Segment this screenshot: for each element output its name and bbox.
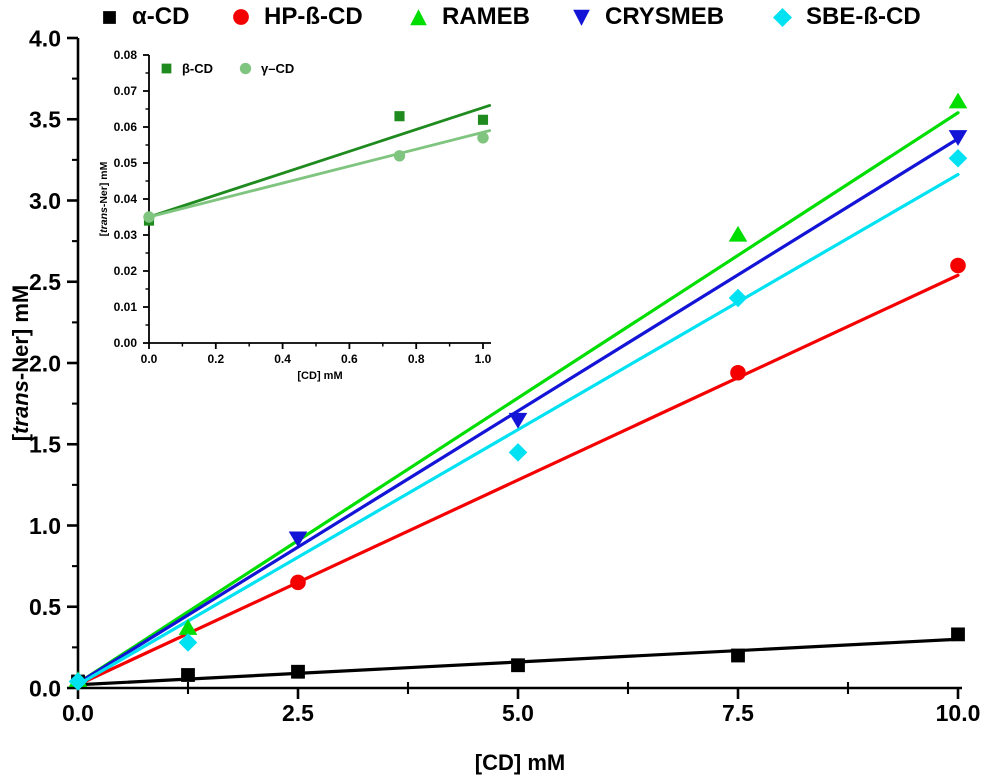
main-plot: 0.0 2.5 5.0 7.5 10.0 0.0 0.5 1.0 1.5 2.0 2.5 3.0 3.5… <box>29 25 980 725</box>
inset-x-tick-label: 0.8 <box>408 352 425 366</box>
main-series-2-fit-line <box>76 111 960 685</box>
main-series-2-marker <box>728 225 748 242</box>
main-series-4-fit-line <box>76 172 960 687</box>
legend-label: RAMEB <box>442 3 530 30</box>
main-series-0-marker <box>731 648 745 663</box>
inset-series-0-marker <box>394 111 405 122</box>
triangle-down-marker-icon <box>573 9 590 26</box>
main-series-4-marker <box>68 672 88 691</box>
main-y-tick-label: 1.0 <box>29 513 61 539</box>
inset-series-1-marker <box>393 150 406 162</box>
inset-y-tick-label: 0.05 <box>114 156 138 170</box>
inset-series-1-fit-line <box>147 129 492 219</box>
legend-item-crysmeb: CRYSMEB <box>572 3 724 31</box>
inset-x-tick-label: 0.0 <box>141 352 158 366</box>
main-y-tick-label: 0.0 <box>29 675 61 701</box>
y-axis-label-part: trans <box>8 380 33 434</box>
main-series-2-marker <box>178 619 198 635</box>
y-axis-label-part: -Ner] mM <box>8 284 33 381</box>
inset-x-tick-label: 0.4 <box>274 352 291 366</box>
inset-y-tick-label: 0.08 <box>114 48 138 62</box>
main-x-tick-label: 0.0 <box>62 700 94 726</box>
legend-item-sbe-b-cd: SBE-ß-CD <box>773 3 921 31</box>
legend-label: SBE-ß-CD <box>806 3 921 30</box>
inset-x-axis-label: [CD] mM <box>297 370 343 382</box>
main-x-tick-label: 2.5 <box>282 700 314 726</box>
legend-item-gamma-cd: γ–CD <box>239 61 294 76</box>
diamond-marker-icon <box>773 7 792 27</box>
main-series-4-marker <box>178 633 198 652</box>
main-x-tick-label: 7.5 <box>722 700 754 726</box>
inset-y-tick-label: 0.07 <box>114 84 138 98</box>
circle-marker-icon <box>233 9 249 25</box>
inset-y-tick-label: 0.02 <box>114 264 138 278</box>
main-x-axis-label: [CD] mM <box>474 750 566 775</box>
main-series-3-marker <box>508 412 528 429</box>
legend-label: γ–CD <box>261 61 295 76</box>
main-y-tick-label: 1.5 <box>29 432 61 458</box>
legend-item-rameb: RAMEB <box>409 3 530 31</box>
inset-y-tick-label: 0.06 <box>114 120 138 134</box>
main-series-3-marker <box>288 531 308 548</box>
main-x-tick-label: 5.0 <box>502 700 534 726</box>
inset-plot: 0.0 0.2 0.4 0.6 0.8 1.0 0.00 0.01 0.02 0.03 0.04 0.… <box>114 48 492 366</box>
main-series-2-marker <box>948 92 968 109</box>
main-series-3-marker <box>948 130 968 146</box>
main-series-4-marker <box>948 148 968 168</box>
inset-legend: β-CD γ–CD <box>160 61 294 76</box>
main-series-0-marker <box>511 658 525 673</box>
main-y-tick-label: 2.5 <box>29 269 61 295</box>
y-axis-label-part: [ <box>98 232 110 237</box>
main-series-1-marker <box>290 574 306 591</box>
main-series-1-marker <box>950 257 966 274</box>
inset-x-tick-label: 0.6 <box>341 352 358 366</box>
triangle-up-marker-icon <box>410 8 427 25</box>
square-marker-icon <box>103 10 116 24</box>
main-series-1-fit-line <box>76 273 960 687</box>
legend-item-hp-b-cd: HP-ß-CD <box>232 3 363 31</box>
y-axis-label-part: -Ner] mM <box>98 161 110 208</box>
legend-item-beta-cd: β-CD <box>160 61 213 76</box>
inset-y-tick-label: 0.00 <box>114 336 138 350</box>
inset-y-tick-label: 0.04 <box>114 192 138 206</box>
main-series-3-fit-line <box>76 137 960 685</box>
circle-marker-icon <box>239 62 252 75</box>
inset-x-tick-label: 1.0 <box>475 352 492 366</box>
main-series-4-marker <box>508 443 528 462</box>
main-y-tick-label: 4.0 <box>29 25 61 51</box>
legend-label: β-CD <box>182 61 214 76</box>
main-series-1-marker <box>730 364 746 381</box>
main-series-0-marker <box>951 627 965 642</box>
main-series-0-marker <box>181 668 195 682</box>
main-series-0-marker <box>291 664 305 679</box>
inset-series-1-marker <box>477 132 489 144</box>
legend-label: CRYSMEB <box>605 3 725 30</box>
main-y-tick-label: 0.5 <box>29 594 61 620</box>
inset-x-tick-label: 0.2 <box>207 352 224 366</box>
inset-series-0-fit-line <box>147 104 492 219</box>
legend-item-alpha-cd: α-CD <box>101 3 189 31</box>
y-axis-label-part: trans <box>98 207 110 233</box>
legend-label: α-CD <box>132 3 190 30</box>
main-y-tick-label: 3.5 <box>29 107 61 133</box>
main-y-tick-label: 3.0 <box>29 188 61 214</box>
legend-label: HP-ß-CD <box>264 3 363 30</box>
inset-y-tick-label: 0.03 <box>114 228 138 242</box>
inset-y-axis-label: [trans-Ner] mM <box>98 162 110 237</box>
main-series-4-marker <box>728 288 748 308</box>
main-x-tick-label: 10.0 <box>936 700 981 726</box>
square-marker-icon <box>161 63 172 74</box>
inset-series-0-marker <box>477 114 489 125</box>
inset-series-1-marker <box>143 211 155 223</box>
main-y-tick-label: 2.0 <box>29 350 61 376</box>
y-axis-label-part: [ <box>8 433 33 442</box>
inset-y-tick-label: 0.01 <box>114 300 138 314</box>
main-y-axis-label: [trans-Ner] mM <box>8 285 34 441</box>
